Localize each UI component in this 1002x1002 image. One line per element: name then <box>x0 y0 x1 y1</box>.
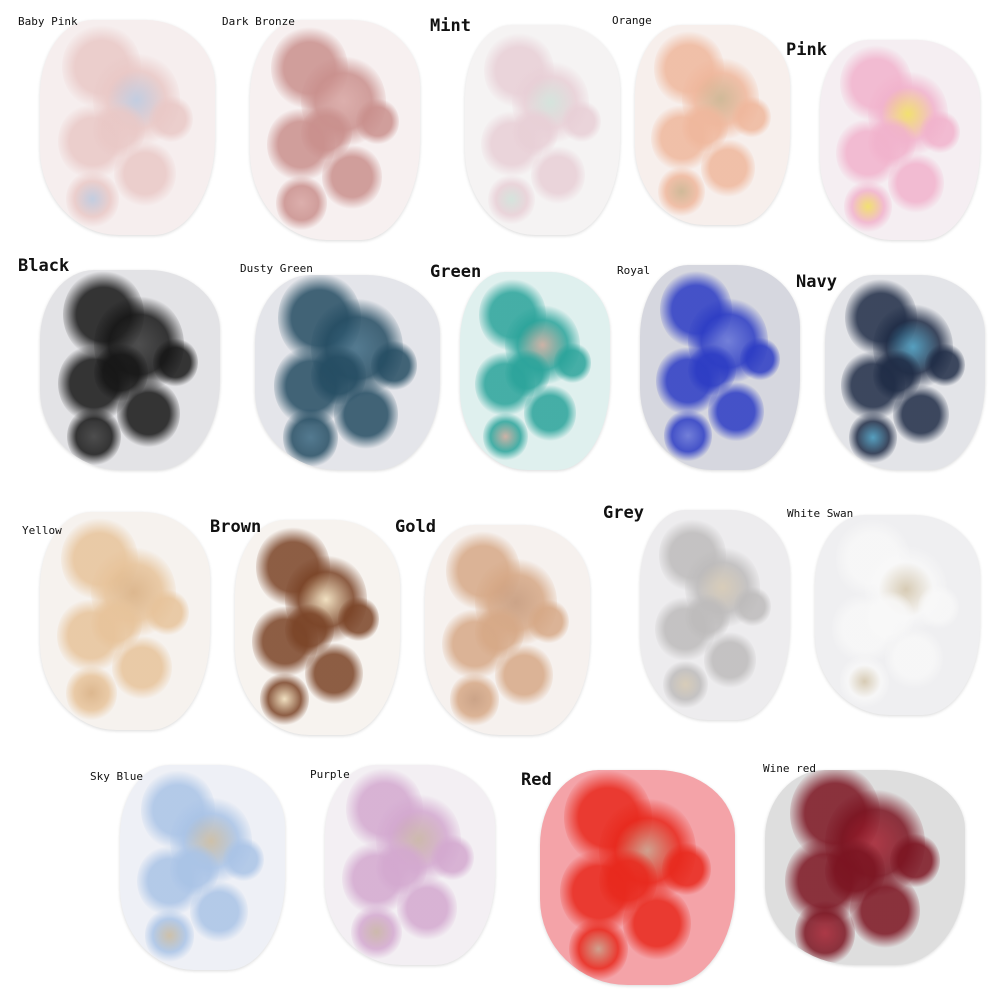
lace-motif <box>569 917 628 982</box>
color-label: White Swan <box>787 507 854 520</box>
lace-applique-image <box>815 515 980 715</box>
lace-applique-image <box>640 265 800 470</box>
color-label: Green <box>430 262 482 282</box>
lace-applique-image <box>540 770 735 985</box>
lace-applique-image <box>765 770 965 965</box>
color-label: Dark Bronze <box>222 15 295 28</box>
lace-motif <box>350 903 402 960</box>
lace-motif <box>511 106 558 158</box>
lace-applique-image <box>120 765 285 970</box>
color-label: Orange <box>612 14 652 27</box>
lace-motif <box>795 899 855 965</box>
color-label: Wine red <box>763 762 816 775</box>
lace-motif <box>169 842 219 898</box>
lace-motif <box>864 590 914 645</box>
lace-motif <box>356 97 399 145</box>
lace-motif <box>920 110 960 154</box>
lace-applique-image <box>640 510 790 720</box>
lace-motif <box>528 598 570 645</box>
lace-motif <box>149 94 194 143</box>
lace-motif <box>92 101 145 159</box>
lace-applique-image <box>255 275 440 470</box>
color-label: Red <box>521 770 552 790</box>
lace-motif <box>223 836 265 882</box>
lace-motif <box>282 407 339 469</box>
lace-applique-image <box>465 25 620 235</box>
lace-motif <box>925 342 965 387</box>
lace-applique-image <box>40 20 215 235</box>
lace-motif <box>839 654 890 709</box>
lace-motif <box>740 337 780 382</box>
lace-applique-image <box>325 765 495 965</box>
color-label: Pink <box>786 40 827 60</box>
lace-motif <box>449 672 500 727</box>
lace-motif <box>664 409 712 462</box>
color-label: Brown <box>210 517 262 537</box>
lace-motif <box>431 833 474 881</box>
lace-applique-image <box>460 272 610 470</box>
lace-motif <box>685 592 730 642</box>
lace-motif <box>275 174 327 231</box>
lace-motif <box>873 348 921 402</box>
lace-motif <box>662 659 708 710</box>
color-label: Navy <box>796 272 837 292</box>
lace-motif <box>94 343 148 403</box>
lace-motif <box>868 116 916 169</box>
lace-motif <box>661 842 711 896</box>
color-label: Sky Blue <box>90 770 143 783</box>
color-label: Gold <box>395 517 436 537</box>
lace-motif <box>553 342 592 384</box>
lace-motif <box>152 337 198 387</box>
lace-applique-image <box>825 275 985 470</box>
lace-motif <box>658 165 705 217</box>
lace-applique-image <box>425 525 590 735</box>
lace-motif <box>849 410 897 464</box>
lace-motif <box>482 411 528 462</box>
lace-motif <box>66 170 119 228</box>
lace-applique-image <box>40 270 220 470</box>
color-label: Royal <box>617 264 651 277</box>
lace-motif <box>681 101 728 153</box>
lace-motif <box>376 839 427 896</box>
lace-motif <box>144 908 195 963</box>
lace-motif <box>890 832 940 888</box>
lace-motif <box>561 100 601 143</box>
lace-motif <box>370 339 417 391</box>
lace-motif <box>146 588 189 636</box>
lace-applique-image <box>235 520 400 735</box>
color-label: Grey <box>603 503 644 523</box>
lace-motif <box>731 95 771 139</box>
lace-motif <box>91 595 142 652</box>
lace-motif <box>688 343 736 397</box>
lace-motif <box>844 180 892 233</box>
lace-motif <box>825 837 885 904</box>
color-label: Yellow <box>22 524 62 537</box>
lace-applique-image <box>250 20 420 240</box>
lace-motif <box>918 584 960 630</box>
lace-motif <box>310 344 366 406</box>
lace-applique-image <box>40 512 210 730</box>
lace-motif <box>488 173 535 226</box>
lace-motif <box>598 848 657 913</box>
lace-motif <box>67 407 121 467</box>
lace-motif <box>733 585 772 627</box>
lace-motif <box>338 596 380 642</box>
color-label: Baby Pink <box>18 15 78 28</box>
lace-applique-image <box>635 25 790 225</box>
color-label: Dusty Green <box>240 262 313 275</box>
color-label: Black <box>18 256 70 276</box>
lace-motif <box>284 602 334 658</box>
lace-motif <box>259 671 310 726</box>
lace-applique-image <box>820 40 980 240</box>
lace-motif <box>301 104 352 161</box>
lace-motif <box>474 605 524 660</box>
lace-motif <box>505 348 550 398</box>
color-label: Mint <box>430 16 471 36</box>
color-label: Purple <box>310 768 350 781</box>
lace-motif <box>65 665 117 722</box>
